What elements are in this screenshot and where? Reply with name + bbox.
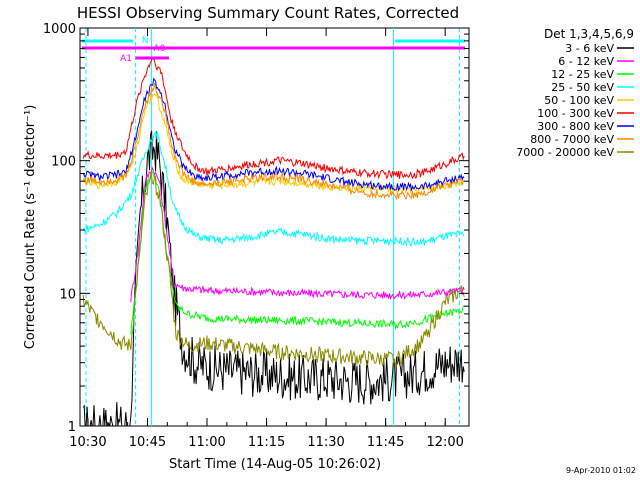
legend-label: 800 - 7000 keV bbox=[530, 133, 614, 146]
legend-label: 25 - 50 keV bbox=[551, 81, 614, 94]
series-line bbox=[82, 170, 465, 368]
chart-title: HESSI Observing Summary Count Rates, Cor… bbox=[77, 4, 459, 22]
legend-label: 100 - 300 keV bbox=[537, 107, 614, 120]
legend-label: 7000 - 20000 keV bbox=[516, 146, 614, 159]
marker-label: A0 bbox=[153, 44, 165, 54]
y-axis-label: Corrected Count Rate (s⁻¹ detector⁻¹) bbox=[23, 105, 38, 350]
x-tick-label: 11:15 bbox=[248, 435, 285, 450]
x-tick-label: 10:30 bbox=[69, 435, 106, 450]
series-line bbox=[82, 130, 465, 427]
x-tick-label: 11:30 bbox=[307, 435, 344, 450]
x-tick-label: 10:45 bbox=[129, 435, 166, 450]
series-line bbox=[130, 169, 465, 335]
legend-label: 3 - 6 keV bbox=[565, 42, 614, 55]
y-tick-label: 10 bbox=[59, 287, 76, 302]
annotation-markers: N A1 A0 bbox=[82, 36, 465, 64]
y-tick-label: 1 bbox=[68, 420, 76, 435]
y-tick-label: 100 bbox=[51, 155, 76, 170]
series-group bbox=[82, 57, 465, 427]
legend-title: Det 1,3,4,5,6,9 bbox=[544, 27, 634, 41]
x-axis-label: Start Time (14-Aug-05 10:26:02) bbox=[169, 457, 381, 472]
legend-label: 50 - 100 keV bbox=[544, 94, 614, 107]
x-tick-label: 11:45 bbox=[367, 435, 404, 450]
marker-label: N bbox=[142, 36, 149, 46]
generated-timestamp: 9-Apr-2010 01:02 bbox=[566, 466, 636, 475]
series-line bbox=[82, 131, 465, 247]
legend-label: 12 - 25 keV bbox=[551, 68, 614, 81]
x-tick-label: 11:00 bbox=[188, 435, 225, 450]
plot-frame bbox=[79, 27, 470, 427]
marker-label: A1 bbox=[120, 54, 132, 64]
series-line bbox=[130, 165, 465, 303]
legend-label: 300 - 800 keV bbox=[537, 120, 614, 133]
plot-area: N A1 A0 bbox=[79, 27, 470, 427]
legend-label: 6 - 12 keV bbox=[558, 55, 614, 68]
x-axis-ticks: 10:30 10:45 11:00 11:15 11:30 11:45 12:00 bbox=[69, 28, 464, 450]
x-tick-label: 12:00 bbox=[426, 435, 463, 450]
series-line bbox=[82, 57, 465, 180]
series-line bbox=[82, 82, 465, 201]
y-tick-label: 1000 bbox=[43, 22, 76, 37]
y-axis-ticks: 1 10 100 1000 bbox=[43, 22, 469, 435]
